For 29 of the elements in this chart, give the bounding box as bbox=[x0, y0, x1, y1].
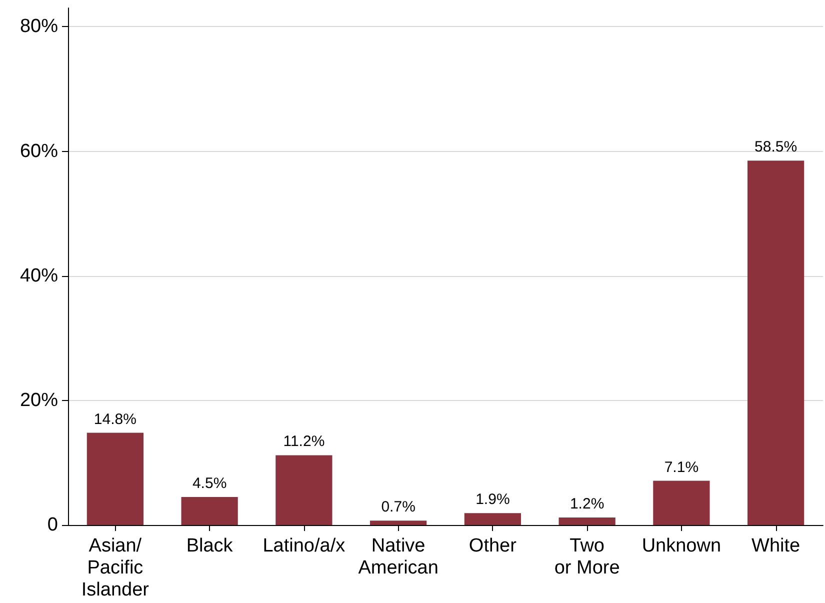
data-label: 58.5% bbox=[754, 138, 798, 156]
data-label: 4.5% bbox=[192, 474, 227, 492]
bar bbox=[558, 518, 616, 525]
data-label: 1.9% bbox=[476, 491, 510, 508]
bar bbox=[276, 455, 332, 525]
bar bbox=[181, 496, 238, 525]
bar bbox=[464, 513, 521, 525]
x-tick-label: Latino/a/x bbox=[262, 536, 346, 556]
data-label: 1.2% bbox=[570, 496, 604, 513]
x-tick-label: Unknown bbox=[642, 536, 722, 556]
x-tick-label: Native American bbox=[358, 536, 438, 578]
x-tick-label: Asian/ Pacific Islander bbox=[81, 536, 150, 600]
x-tick-label: Two or More bbox=[554, 536, 620, 578]
data-label: 7.1% bbox=[664, 458, 699, 476]
data-label: 14.8% bbox=[94, 410, 136, 428]
bar bbox=[370, 520, 427, 525]
bar bbox=[653, 480, 710, 525]
y-tick-label: 80% bbox=[20, 16, 58, 38]
data-label: 0.7% bbox=[381, 498, 416, 516]
x-tick-label: Other bbox=[468, 536, 518, 556]
x-tick-label: Black bbox=[186, 536, 234, 556]
y-tick-label: 20% bbox=[20, 390, 58, 411]
y-tick-label: 60% bbox=[20, 140, 58, 162]
x-tick-label: White bbox=[752, 536, 800, 556]
data-label: 11.2% bbox=[283, 433, 325, 450]
y-tick-label: 40% bbox=[20, 265, 58, 286]
bar bbox=[748, 160, 804, 525]
bar bbox=[86, 432, 144, 525]
y-tick-label: 0 bbox=[47, 514, 58, 536]
